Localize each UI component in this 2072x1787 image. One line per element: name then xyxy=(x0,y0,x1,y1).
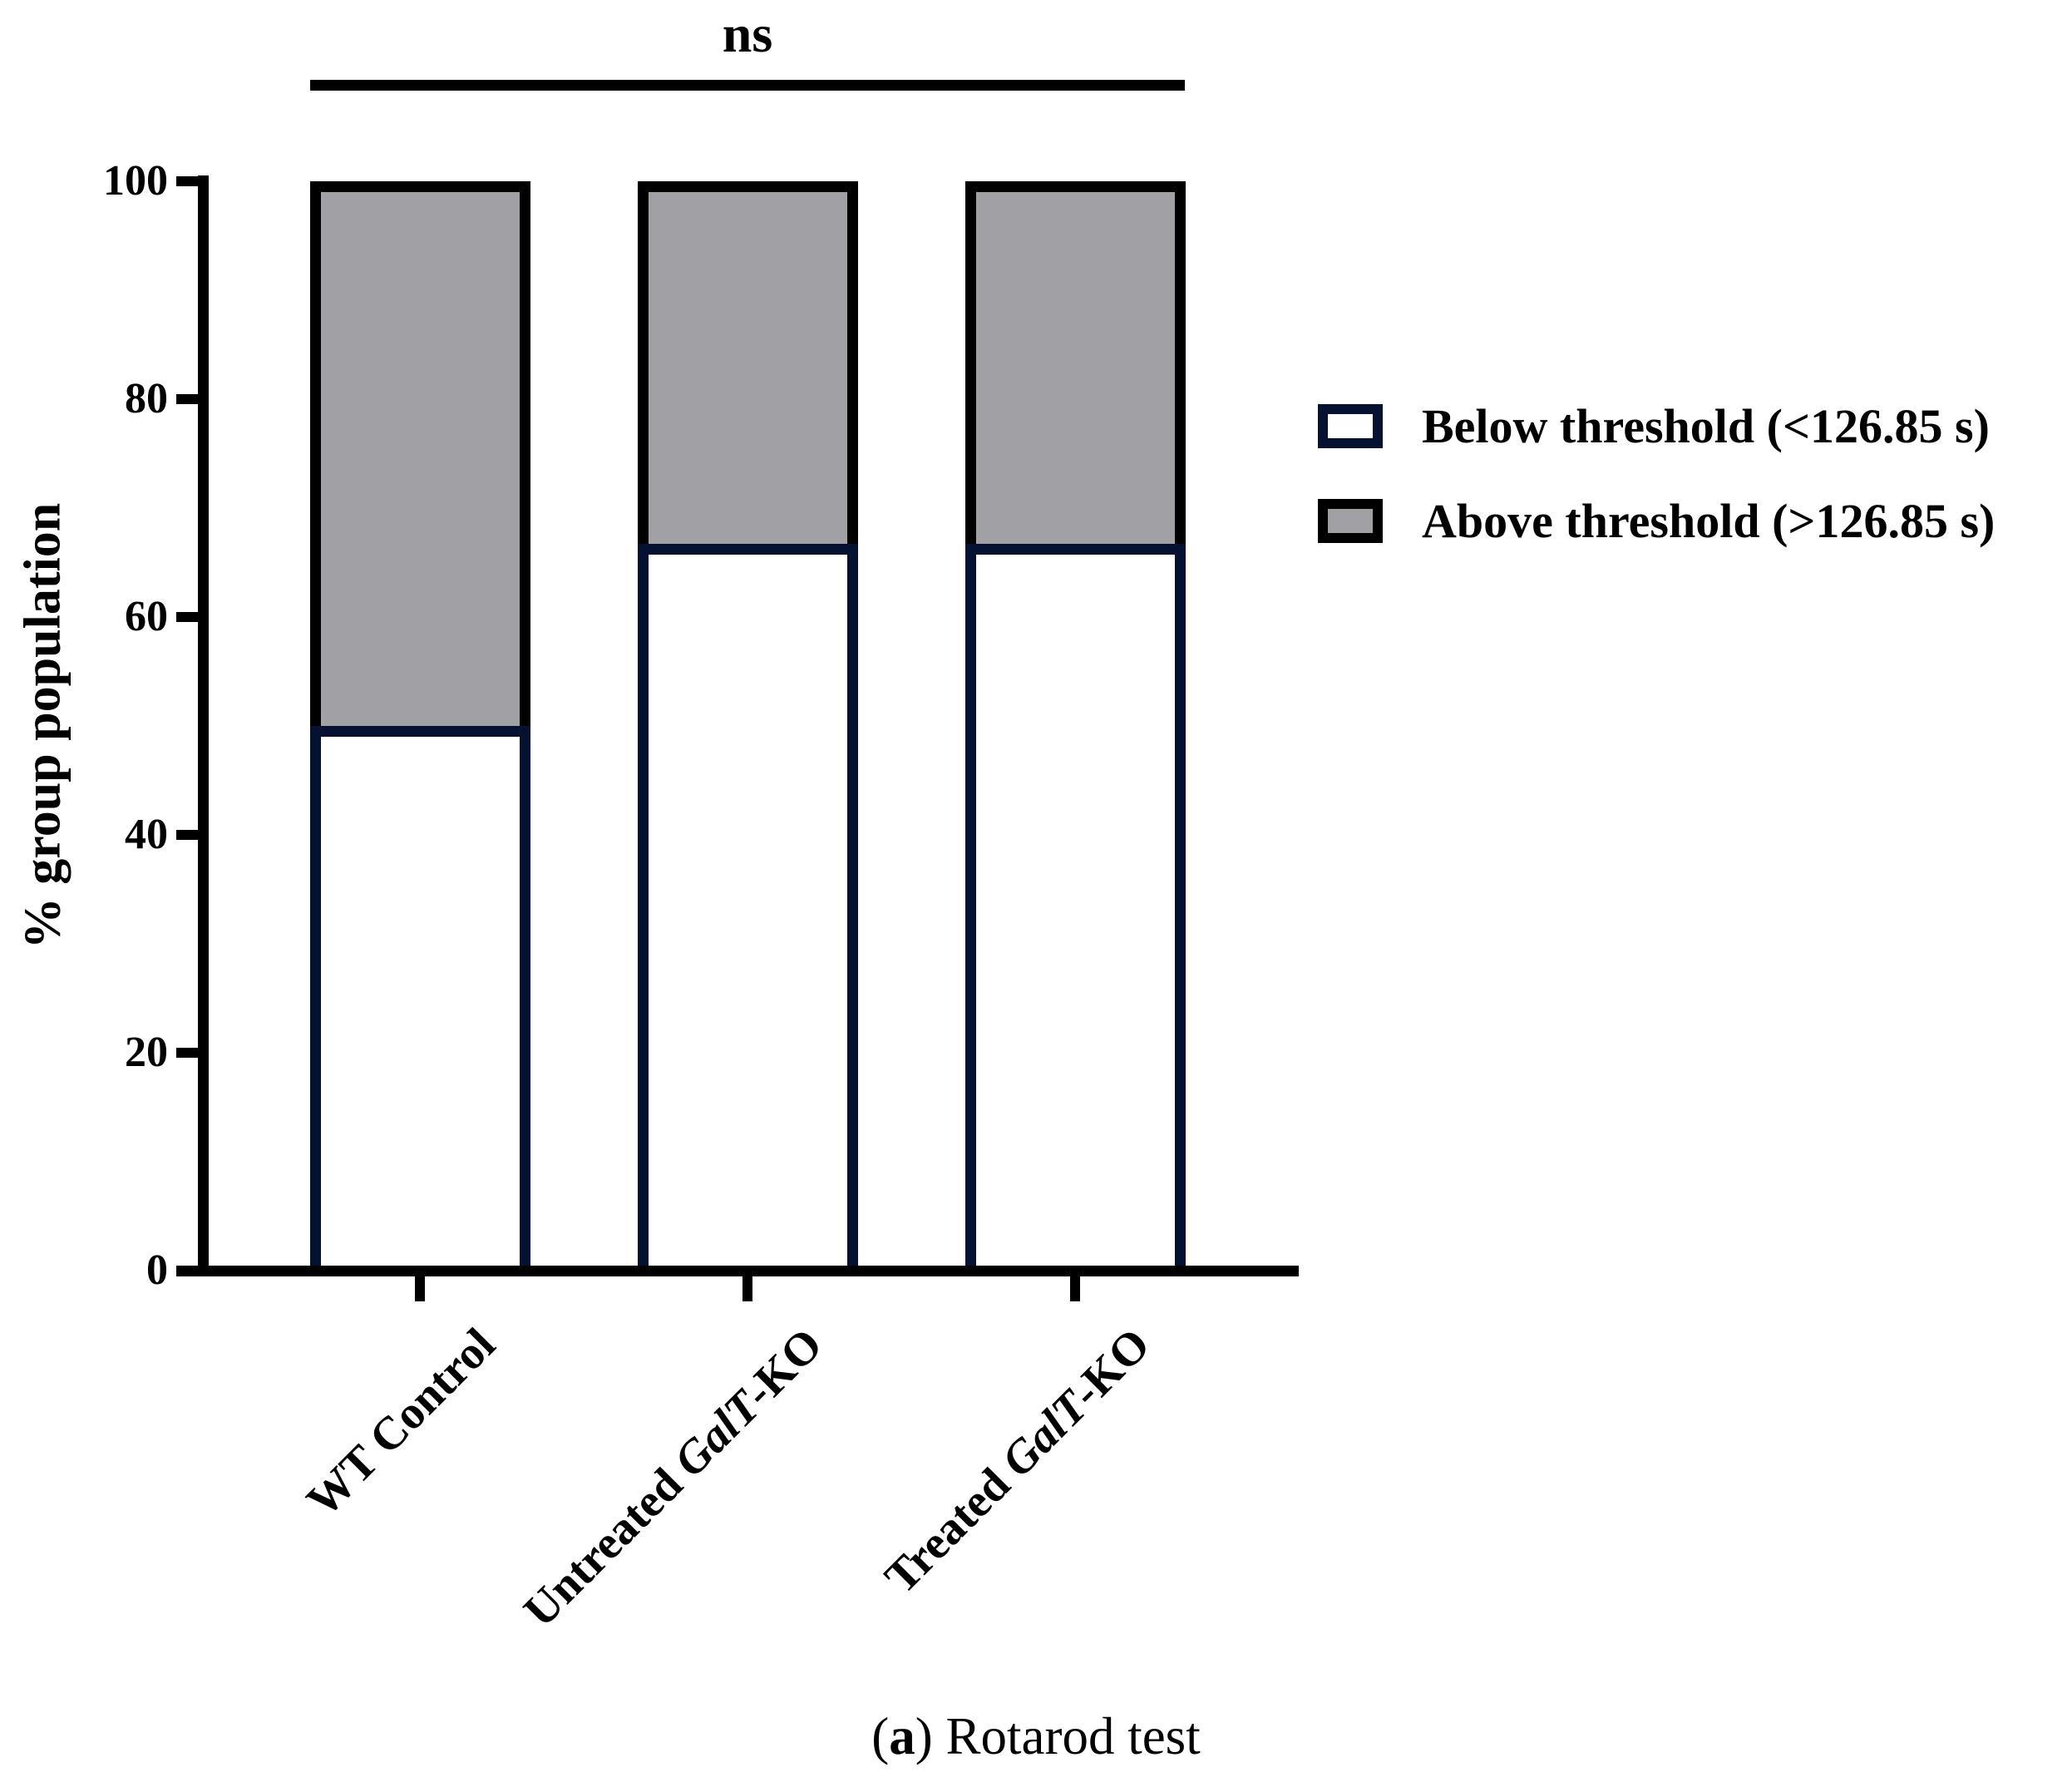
x-category-label: Treated GalT-KO xyxy=(875,1318,1161,1604)
y-tick xyxy=(176,176,198,186)
x-tick xyxy=(742,1276,752,1301)
ns-bracket-line xyxy=(310,80,1185,91)
y-tick xyxy=(176,1048,198,1058)
bar-segment-above-threshold xyxy=(964,181,1186,545)
y-tick-label: 60 xyxy=(125,593,168,640)
x-axis-spine xyxy=(176,1266,1299,1276)
y-tick-label: 0 xyxy=(146,1246,168,1294)
bar-segment-above-threshold xyxy=(637,181,858,545)
bar-segment-below-threshold xyxy=(309,726,530,1276)
y-tick-label: 40 xyxy=(125,811,168,858)
y-tick xyxy=(176,612,198,622)
figure-caption: (a) Rotarod test xyxy=(0,1706,2072,1767)
bar-segment-below-threshold xyxy=(637,544,858,1276)
y-tick-label: 20 xyxy=(125,1029,168,1076)
x-category-label: WT Control xyxy=(297,1318,506,1528)
x-tick xyxy=(415,1276,425,1301)
bar-segment-below-threshold xyxy=(964,544,1186,1276)
legend-swatch-below-threshold xyxy=(1318,404,1383,448)
y-tick-label: 100 xyxy=(103,157,168,205)
y-axis-spine xyxy=(198,175,209,1276)
y-tick xyxy=(176,830,198,840)
legend-swatch-above-threshold xyxy=(1318,499,1383,543)
legend-label: Above threshold (>126.85 s) xyxy=(1422,494,1996,548)
caption-marker: a xyxy=(889,1707,915,1765)
caption-paren-open: ( xyxy=(871,1707,890,1765)
y-tick-label: 80 xyxy=(125,375,168,422)
bar-segment-above-threshold xyxy=(309,181,530,726)
y-tick xyxy=(176,394,198,404)
legend-label: Below threshold (<126.85 s) xyxy=(1422,399,1990,453)
x-category-label: Untreated GalT-KO xyxy=(514,1318,833,1637)
x-tick xyxy=(1070,1276,1080,1301)
caption-text: ) Rotarod test xyxy=(915,1707,1201,1765)
ns-significance-label: ns xyxy=(722,4,773,63)
